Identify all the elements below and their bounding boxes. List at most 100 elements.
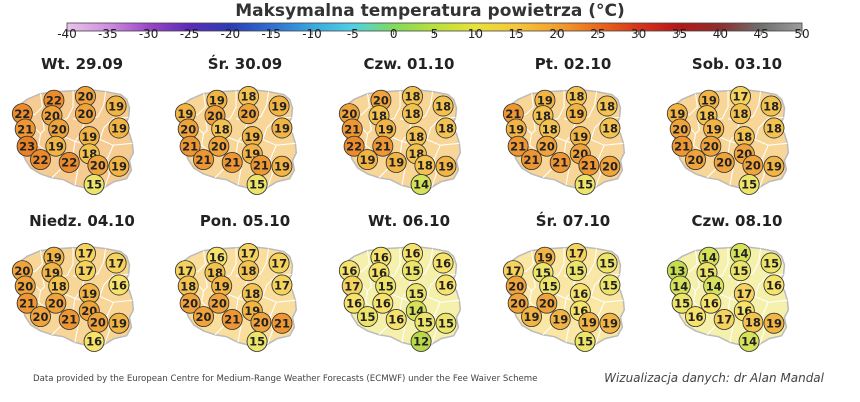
station-marker: 21	[578, 154, 600, 176]
station-circle	[105, 252, 127, 274]
station-marker: 19	[385, 151, 407, 173]
station-value: 14	[701, 251, 717, 265]
forecast-panel: Śr. 30.09 19 18 19 19 20 20 19 20 18 19 21 20 19 21 21 2…	[174, 55, 343, 215]
station-marker: 20	[48, 118, 70, 140]
station-marker: 22	[343, 135, 365, 157]
station-marker: 19	[271, 155, 293, 177]
station-marker: 16	[763, 274, 785, 296]
station-value: 20	[180, 122, 196, 136]
station-value: 19	[244, 130, 260, 144]
station-value: 16	[572, 287, 588, 301]
station-value: 20	[51, 122, 67, 136]
station-value: 15	[249, 178, 265, 192]
station-value: 15	[360, 310, 376, 324]
station-circle	[738, 330, 760, 352]
scale-tick-label: 10	[467, 27, 483, 41]
station-value: 20	[77, 90, 93, 104]
station-marker: 17	[75, 242, 96, 264]
station-value: 20	[539, 297, 555, 311]
station-value: 21	[581, 159, 597, 173]
station-circle	[343, 292, 365, 314]
station-value: 19	[552, 313, 568, 327]
station-circle	[671, 292, 693, 314]
region-border	[367, 275, 372, 292]
station-circle	[372, 135, 394, 157]
station-value: 18	[438, 121, 454, 135]
station-value: 19	[274, 121, 290, 135]
station-circle	[763, 312, 785, 334]
station-marker: 15	[246, 173, 268, 195]
station-marker: 15	[539, 275, 561, 297]
station-marker: 20	[45, 292, 67, 314]
station-marker: 16	[108, 274, 130, 296]
station-circle	[357, 149, 378, 171]
station-marker: 20	[505, 275, 527, 297]
station-circle	[760, 252, 782, 274]
station-marker: 15	[375, 275, 397, 297]
station-circle	[238, 260, 259, 282]
forecast-panel: Pt. 02.10 19 18 18 21 18 19 18 19 18 19 21 20 20 21 21 2…	[502, 55, 671, 215]
station-value: 20	[33, 310, 49, 324]
station-value: 20	[602, 160, 618, 174]
station-marker: 14	[410, 173, 432, 195]
station-marker: 18	[414, 154, 436, 176]
forecast-panel: Czw. 08.10 14 14 15 13 15 15 16 14 14 17 15 16 16 16 17…	[666, 212, 835, 372]
station-circle	[521, 149, 542, 171]
station-value: 20	[688, 153, 704, 167]
station-marker: 19	[45, 135, 67, 157]
station-marker: 20	[11, 260, 33, 282]
station-value: 18	[240, 90, 256, 104]
station-value: 17	[505, 264, 521, 278]
station-value: 20	[48, 297, 64, 311]
station-value: 18	[599, 99, 615, 113]
station-marker: 20	[208, 292, 230, 314]
station-marker: 19	[569, 126, 591, 148]
station-value: 22	[46, 94, 62, 108]
station-marker: 18	[435, 117, 457, 139]
station-value: 19	[438, 160, 454, 174]
station-value: 15	[438, 317, 454, 331]
scale-tick-label: 50	[794, 27, 810, 41]
region-border	[531, 275, 536, 292]
station-value: 17	[77, 264, 93, 278]
scale-tick-label: 45	[753, 27, 769, 41]
station-circle	[763, 274, 785, 296]
scale-tick-label: -35	[98, 27, 118, 41]
station-circle	[357, 306, 378, 328]
station-marker: 18	[211, 118, 233, 140]
station-value: 16	[404, 247, 420, 261]
station-value: 21	[274, 317, 290, 331]
station-value: 17	[108, 256, 124, 270]
station-marker: 17	[105, 252, 127, 274]
station-circle	[108, 274, 130, 296]
station-marker: 14	[703, 275, 725, 297]
station-circle	[58, 151, 80, 173]
station-marker: 20	[177, 118, 199, 140]
station-marker: 19	[78, 283, 100, 305]
station-circle	[432, 95, 454, 117]
station-circle	[402, 103, 423, 125]
station-marker: 17	[341, 275, 363, 297]
station-marker: 19	[763, 155, 785, 177]
station-marker: 20	[536, 292, 558, 314]
station-marker: 20	[30, 306, 51, 328]
station-circle	[730, 103, 751, 125]
station-value: 22	[33, 153, 49, 167]
station-value: 19	[537, 251, 553, 265]
station-marker: 18	[566, 85, 587, 107]
station-value: 15	[568, 264, 584, 278]
station-circle	[713, 151, 735, 173]
station-value: 16	[375, 297, 391, 311]
station-value: 16	[111, 278, 127, 292]
station-value: 18	[736, 130, 752, 144]
region-border	[203, 275, 208, 292]
station-marker: 14	[730, 242, 751, 264]
station-marker: 15	[760, 252, 782, 274]
station-value: 16	[388, 313, 404, 327]
station-value: 19	[669, 107, 685, 121]
station-value: 23	[19, 140, 35, 154]
station-value: 18	[542, 122, 558, 136]
station-marker: 19	[108, 312, 130, 334]
station-marker: 17	[271, 274, 293, 296]
